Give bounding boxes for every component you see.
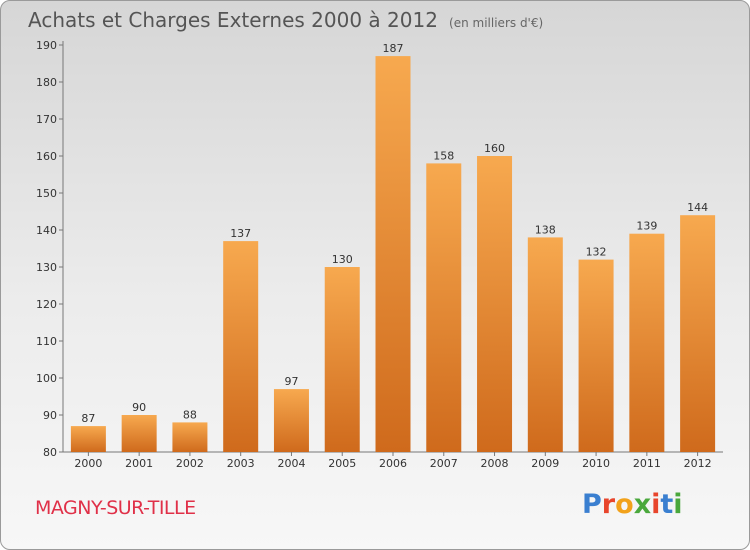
- x-tick-label-2012: 2012: [684, 457, 712, 470]
- x-tick-label-2002: 2002: [176, 457, 204, 470]
- data-label-2011: 139: [636, 220, 657, 233]
- bar-2005: [324, 267, 360, 452]
- y-tick-label: 90: [43, 409, 57, 422]
- logo-letter: r: [601, 489, 616, 520]
- y-tick-label: 130: [36, 261, 57, 274]
- chart-subtitle: (en milliers d'€): [449, 16, 544, 30]
- logo-letter: P: [582, 489, 602, 520]
- x-tick-label-2001: 2001: [125, 457, 153, 470]
- x-tick-label-2006: 2006: [379, 457, 407, 470]
- data-label-2012: 144: [687, 201, 708, 214]
- axes: 80 90 100 110 120 130 140 150 160 170 180 190: [36, 39, 723, 459]
- y-tick-label: 160: [36, 150, 57, 163]
- logo-letter: x: [633, 489, 652, 520]
- y-tick-label: 190: [36, 39, 57, 52]
- y-tick-label: 180: [36, 76, 57, 89]
- data-label-2005: 130: [332, 253, 353, 266]
- y-tick-label: 110: [36, 335, 57, 348]
- x-tick-label-2010: 2010: [582, 457, 610, 470]
- bar-2004: [273, 389, 309, 452]
- bar-2007: [426, 163, 462, 452]
- bar-2006: [375, 56, 411, 452]
- y-tick-label: 100: [36, 372, 57, 385]
- proxiti-logo[interactable]: Proxiti: [582, 489, 683, 520]
- logo-letter: i: [673, 489, 683, 520]
- data-label-2000: 87: [81, 412, 95, 425]
- data-label-2007: 158: [433, 149, 454, 162]
- bar-2000: [70, 426, 106, 452]
- y-tick-label: 140: [36, 224, 57, 237]
- x-tick-label-2009: 2009: [531, 457, 559, 470]
- labels-group: 87 2000 90 2001 88 2002 137 2003 97 2004 130 2005 18…: [74, 42, 711, 470]
- data-label-2001: 90: [132, 401, 146, 414]
- bar-2008: [477, 156, 513, 452]
- bar-2003: [223, 241, 259, 452]
- bar-2002: [172, 422, 208, 452]
- y-tick-label: 120: [36, 298, 57, 311]
- x-tick-label-2011: 2011: [633, 457, 661, 470]
- data-label-2003: 137: [230, 227, 251, 240]
- x-tick-label-2000: 2000: [74, 457, 102, 470]
- data-label-2004: 97: [284, 375, 298, 388]
- y-tick-label: 80: [43, 446, 57, 459]
- data-label-2010: 132: [586, 246, 607, 259]
- data-label-2008: 160: [484, 142, 505, 155]
- bar-2010: [578, 259, 614, 452]
- bar-2009: [527, 237, 563, 452]
- bar-2012: [680, 215, 716, 452]
- chart-title: Achats et Charges Externes 2000 à 2012: [28, 8, 438, 32]
- city-name: MAGNY-SUR-TILLE: [35, 497, 196, 519]
- bar-2001: [121, 415, 157, 452]
- data-label-2009: 138: [535, 223, 556, 236]
- data-label-2006: 187: [383, 42, 404, 55]
- logo-letter: t: [660, 489, 674, 520]
- bars-group: [70, 56, 716, 452]
- data-label-2002: 88: [183, 408, 197, 421]
- logo-letter: i: [651, 489, 661, 520]
- logo-letter: o: [615, 489, 634, 520]
- x-tick-label-2005: 2005: [328, 457, 356, 470]
- x-tick-label-2003: 2003: [227, 457, 255, 470]
- x-tick-label-2004: 2004: [277, 457, 305, 470]
- y-tick-label: 150: [36, 187, 57, 200]
- title-row: Achats et Charges Externes 2000 à 2012 (…: [28, 8, 543, 32]
- x-tick-label-2008: 2008: [481, 457, 509, 470]
- y-tick-label: 170: [36, 113, 57, 126]
- bar-2011: [629, 233, 665, 452]
- x-tick-label-2007: 2007: [430, 457, 458, 470]
